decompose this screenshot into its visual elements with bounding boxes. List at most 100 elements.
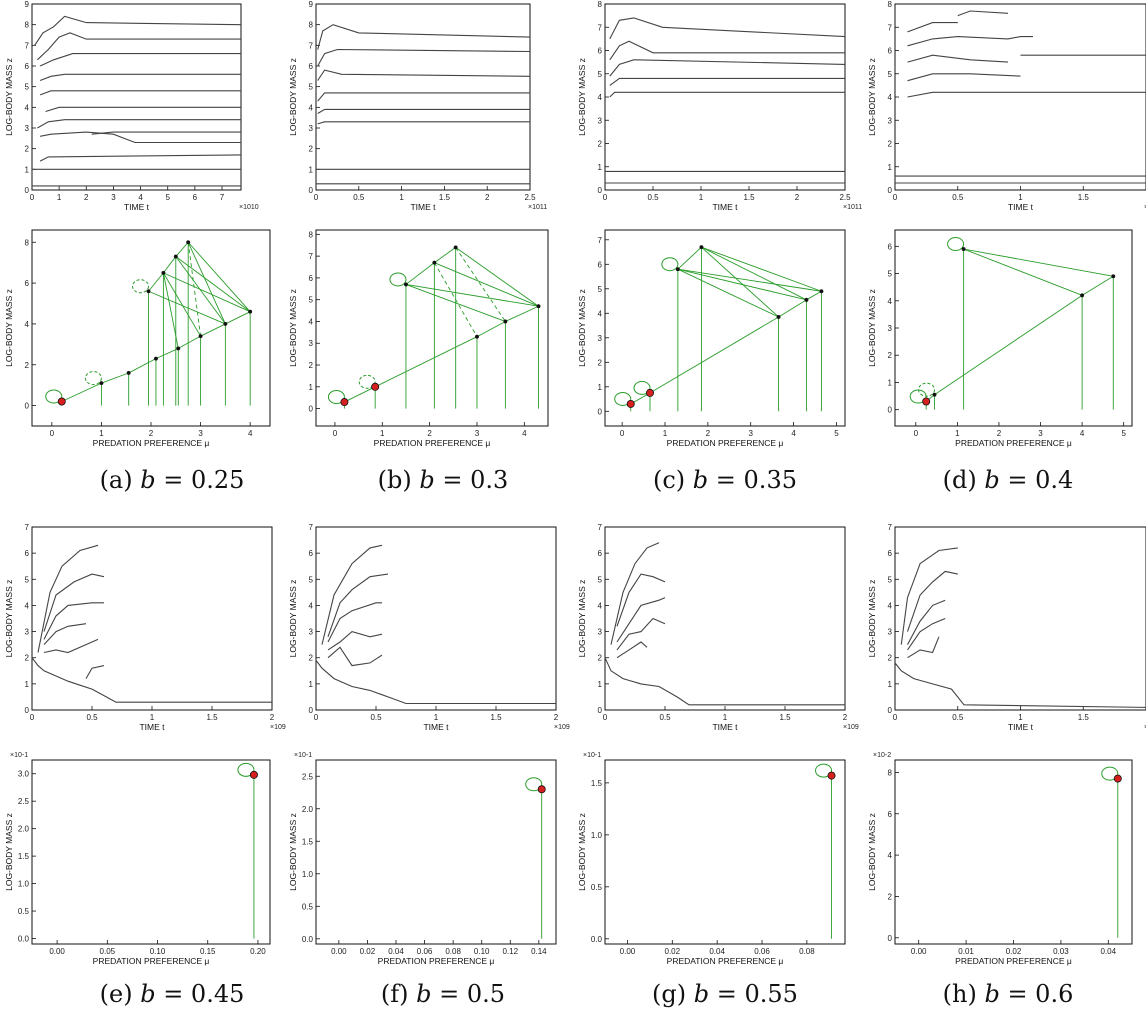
self-loop-0 (45, 389, 63, 404)
x-exponent-label: ×109 (843, 724, 859, 731)
trajectory-series-1 (37, 32, 241, 61)
self-loop-5 (661, 257, 679, 272)
web-edge-15 (187, 241, 251, 312)
y-tick-label: 1 (888, 163, 893, 172)
x-tick-label: 1 (434, 713, 439, 722)
chart-c-time: 0 0.5 1 1.5 2 2.5 0 1 2 3 4 5 6 7 8 TIME t LOG-BODY MASS… (577, 0, 862, 212)
y-tick-label: 8 (888, 0, 893, 9)
trajectory-series-5 (327, 646, 383, 667)
y-tick-label: 6 (309, 62, 314, 71)
web-edge-18 (162, 272, 179, 349)
x-tick-label: 0.00 (49, 947, 65, 956)
resource-node-0 (537, 785, 546, 794)
y-tick-label: 6 (25, 279, 30, 288)
y-tick-label: 7 (598, 236, 603, 245)
y-tick-label: 2 (25, 654, 30, 663)
plot-frame (31, 229, 271, 427)
y-tick-label: 3 (309, 628, 314, 637)
x-axis-label: PREDATION PREFERENCE μ (378, 956, 495, 966)
species-node-6 (699, 245, 704, 250)
web-edge-5 (677, 268, 779, 318)
x-tick-label: 4 (791, 429, 796, 438)
x-tick-label: 0 (333, 429, 338, 438)
x-tick-label: 0.04 (388, 947, 404, 956)
trajectory-series-3 (327, 602, 382, 643)
x-tick-label: 1 (699, 193, 704, 202)
chart-h-time: 0 0.5 1 1.5 0 1 2 3 4 5 6 7 TIME t LOG-BODY MASS z ×10 (867, 523, 1146, 732)
y-tick-label: 3 (309, 339, 314, 348)
y-axis-label: LOG-BODY MASS z (4, 580, 14, 658)
trajectory-series-3 (616, 597, 666, 643)
x-tick-label: 0 (50, 429, 55, 438)
y-tick-label: 3 (888, 628, 893, 637)
y-axis-label: LOG-BODY MASS z (4, 813, 14, 891)
chart-b-time: 0 0.5 1 1.5 2 2.5 0 1 2 3 4 5 6 7 8 9 TIME t LOG-BODY MAS… (288, 0, 547, 212)
trajectory-series-1 (907, 22, 958, 33)
x-tick-label: 0.5 (370, 713, 382, 722)
self-loop-0 (327, 390, 345, 405)
x-tick-label: 0 (603, 193, 608, 202)
web-edge-2 (1081, 275, 1114, 296)
y-tick-label: 3 (888, 324, 893, 333)
y-tick-label: 9 (309, 0, 314, 9)
self-loop-1 (633, 380, 651, 395)
species-node-1 (932, 392, 937, 397)
x-tick-label: 2 (485, 193, 490, 202)
trajectory-series-4 (609, 91, 845, 98)
y-tick-label: 5 (598, 70, 603, 79)
plot-frame (31, 3, 242, 191)
resource-node-0 (340, 398, 349, 407)
x-tick-label: 0.04 (709, 947, 725, 956)
y-tick-label: 3 (309, 124, 314, 133)
trajectory-series-1 (321, 544, 383, 645)
x-axis-label: TIME t (712, 202, 738, 212)
y-tick-label: 4 (309, 103, 314, 112)
web-edge-8 (701, 246, 779, 318)
caption-b: (b) b = 0.3 (377, 466, 509, 494)
y-axis-label: LOG-BODY MASS z (288, 289, 298, 367)
y-tick-label: 1 (888, 680, 893, 689)
trajectory-series-0 (894, 662, 1146, 708)
species-node-8 (146, 289, 151, 294)
web-edge-2 (476, 321, 506, 338)
x-tick-label: 3 (198, 429, 203, 438)
trajectory-series-0 (609, 17, 846, 40)
y-tick-label: 6 (309, 549, 314, 558)
plot-frame (315, 229, 549, 427)
web-edge-7 (405, 284, 539, 307)
x-tick-label: 3 (1038, 429, 1043, 438)
x-tick-label: 0.06 (754, 947, 770, 956)
y-tick-label: 3 (25, 124, 30, 133)
x-tick-label: 2 (149, 429, 154, 438)
species-node-11 (186, 240, 191, 245)
trajectory-series-0 (31, 657, 272, 703)
x-tick-label: 4 (522, 429, 527, 438)
web-edge-7 (677, 268, 822, 292)
x-tick-label: 0.05 (100, 947, 116, 956)
trajectory-series-9 (39, 154, 242, 162)
y-tick-label: 1.0 (18, 880, 30, 889)
web-edge-4 (963, 248, 1114, 277)
y-tick-label: 8 (309, 230, 314, 239)
x-tick-label: 1 (399, 193, 404, 202)
web-edge-3 (806, 290, 822, 301)
chart-g-time: 0 0.5 1 1.5 2 0 1 2 3 4 5 6 7 TIME t LOG-BODY MASS z ×1… (577, 523, 859, 732)
species-node-4 (176, 346, 181, 351)
caption-g: (g) b = 0.55 (652, 980, 798, 1008)
y-tick-label: 2 (598, 654, 603, 663)
x-tick-label: 0.5 (86, 713, 98, 722)
y-tick-label: 0.5 (18, 907, 30, 916)
caption-a: (a) b = 0.25 (99, 466, 245, 494)
plot-frame (315, 3, 531, 191)
y-axis-label: LOG-BODY MASS z (867, 289, 877, 367)
x-tick-label: 0.12 (502, 947, 518, 956)
plot-frame (604, 526, 846, 711)
web-edge-11 (163, 272, 251, 313)
plot-frame (894, 3, 1146, 191)
trajectory-series-2 (43, 573, 105, 632)
web-edge-17 (187, 242, 202, 337)
y-axis-label: LOG-BODY MASS z (4, 58, 14, 136)
trajectory-series-2 (39, 53, 241, 67)
trajectory-series-6 (37, 119, 241, 129)
